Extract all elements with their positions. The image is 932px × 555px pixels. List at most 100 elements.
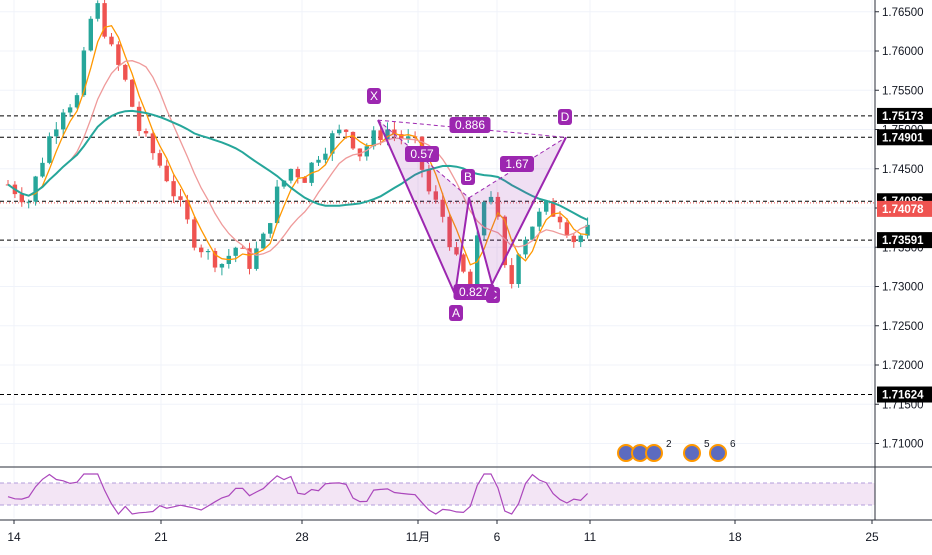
horizontal-levels[interactable]	[0, 115, 875, 396]
level-label-4: 1.71624	[882, 390, 924, 402]
candle-body	[516, 254, 521, 285]
candle-body	[123, 64, 128, 80]
pattern-fill-bcd	[469, 137, 566, 285]
time-tick-label: 14	[7, 530, 21, 544]
moving-averages	[7, 24, 589, 266]
candle-body	[247, 248, 252, 269]
candle-body	[357, 148, 363, 157]
ma-line-ma-slow	[7, 109, 589, 221]
pattern-ratio-1-text: 0.57	[410, 147, 434, 161]
pattern-ratio-0-text: 0.886	[455, 118, 485, 132]
candle-body	[205, 251, 211, 253]
candle-body	[254, 248, 259, 269]
candle-body	[447, 216, 452, 248]
event-count-0: 2	[666, 439, 672, 450]
time-tick-label: 28	[295, 530, 309, 544]
level-label-bg-4	[877, 386, 932, 403]
pattern-point-x-text: X	[370, 89, 378, 103]
candle-body	[295, 168, 300, 178]
pattern-point-d-text: D	[561, 110, 570, 124]
candle-body	[109, 36, 114, 45]
candles	[5, 0, 590, 289]
candle-body	[343, 129, 349, 132]
level-label-bg-3	[877, 232, 932, 249]
candle-body	[61, 112, 66, 130]
candle-body	[523, 239, 528, 255]
pattern-ratio-3: 0.827	[453, 284, 495, 300]
price-tick-label: 1.74500	[882, 164, 924, 176]
rsi-panel	[0, 466, 932, 515]
candle-body	[495, 196, 501, 217]
event-marker-icon	[645, 444, 663, 462]
candle-body	[199, 247, 204, 253]
pattern-point-b-text: B	[464, 170, 472, 184]
candle-body	[240, 247, 245, 249]
candle-body	[302, 177, 307, 183]
candle-body	[288, 168, 294, 181]
candle-body	[564, 222, 570, 236]
time-tick-label: 18	[728, 530, 742, 544]
candle-body	[136, 106, 142, 132]
price-tick-label: 1.73000	[882, 282, 924, 294]
candle-body	[557, 216, 563, 223]
candle-body	[95, 3, 100, 19]
candle-body	[178, 196, 183, 200]
event-count-1: 5	[704, 439, 710, 450]
current-price-label: 1.74078	[882, 204, 924, 216]
event-markers[interactable]: 2 5 6	[617, 439, 736, 462]
candle-body	[143, 131, 149, 134]
pattern-point-d: D	[558, 109, 572, 125]
candle-body	[316, 159, 321, 163]
candle-body	[26, 201, 31, 203]
price-tick-label: 1.76000	[882, 46, 924, 58]
candle-body	[392, 129, 397, 135]
candle-body	[130, 79, 135, 107]
candle-body	[481, 202, 487, 236]
candle-body	[54, 129, 59, 137]
pattern-point-a-bg	[449, 305, 463, 321]
level-label-bg-0	[877, 107, 932, 124]
pattern-ratio-2-bg	[500, 156, 534, 172]
candle-body	[502, 216, 507, 266]
candle-body	[88, 18, 93, 51]
candle-body	[530, 226, 535, 240]
grid	[0, 0, 875, 518]
candle-body	[261, 233, 266, 249]
event-count-2: 6	[730, 439, 736, 450]
candle-body	[102, 3, 107, 37]
candle-body	[378, 130, 383, 140]
candle-body	[212, 251, 218, 268]
candle-body	[281, 180, 287, 187]
candle-body	[585, 224, 590, 236]
time-tick-label: 11月	[406, 530, 430, 544]
candle-body	[571, 235, 576, 243]
price-tick-label: 1.76500	[882, 7, 924, 19]
candle-body	[268, 223, 273, 234]
event-marker-icon	[683, 444, 701, 462]
candle-body	[171, 181, 176, 197]
candle-body	[461, 254, 466, 272]
pattern-ratio-2: 1.67	[500, 156, 534, 172]
candle-body	[468, 271, 473, 287]
pattern-fill-xab	[378, 120, 469, 295]
candle-body	[537, 211, 542, 227]
candle-body	[488, 196, 494, 203]
time-tick-label: 21	[154, 530, 168, 544]
candle-body	[33, 176, 38, 202]
candle-body	[40, 162, 45, 177]
event-marker-icon	[709, 444, 727, 462]
candle-body	[164, 165, 169, 182]
candle-body	[185, 199, 190, 220]
pattern-point-b-bg	[461, 169, 475, 185]
candle-body	[433, 191, 438, 200]
candle-body	[544, 201, 549, 212]
pattern-point-a-text: A	[452, 306, 460, 320]
candle-body	[157, 153, 162, 166]
candle-body	[578, 235, 583, 243]
time-tick-label: 25	[865, 530, 879, 544]
candle-body	[116, 44, 121, 65]
